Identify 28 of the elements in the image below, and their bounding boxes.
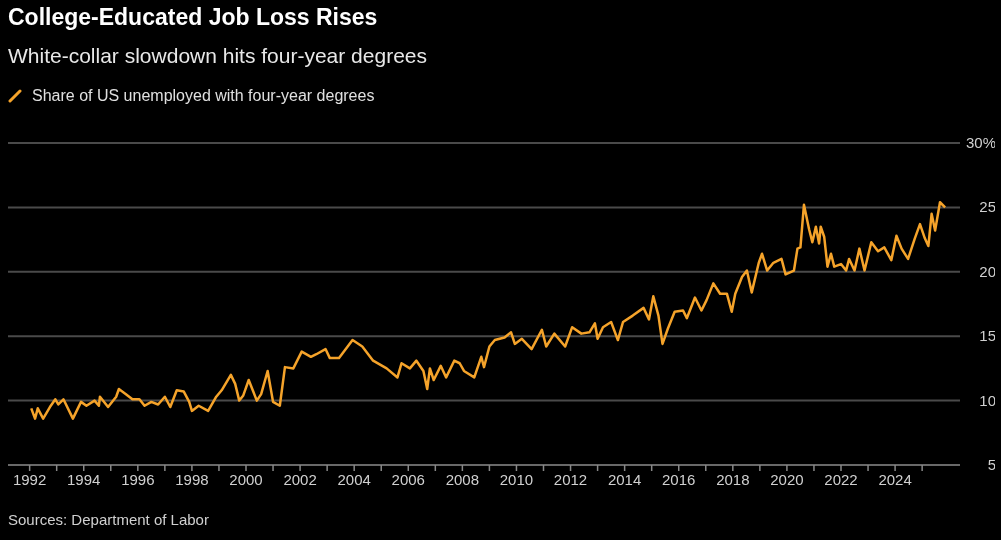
y-tick-label: 30% [965, 134, 996, 151]
x-tick-label: 1994 [67, 471, 101, 488]
x-tick-label: 2002 [283, 471, 317, 488]
x-tick-label: 1996 [121, 471, 155, 488]
line-series [30, 201, 947, 420]
legend-label: Share of US unemployed with four-year degrees [32, 87, 375, 105]
chart-subtitle: White-collar slowdown hits four-year degrees [8, 44, 428, 67]
y-tick-label: 15 [979, 327, 996, 345]
y-tick-label: 25 [979, 198, 996, 216]
y-tick-label: 10 [979, 391, 996, 409]
x-tick-label: 1998 [175, 471, 209, 488]
x-tick-label: 2010 [499, 471, 534, 488]
x-tick-label: 2000 [229, 471, 263, 488]
x-tick-label: 2008 [445, 471, 480, 488]
chart-title: College-Educated Job Loss Rises [8, 4, 378, 30]
y-tick-label: 5 [987, 456, 996, 473]
x-tick-label: 2004 [337, 471, 371, 488]
y-tick-label: 20 [979, 262, 996, 280]
x-tick-label: 2018 [716, 471, 750, 488]
x-tick-label: 2006 [391, 471, 425, 488]
x-tick-label: 2014 [607, 471, 642, 488]
x-tick-label: 2020 [770, 471, 804, 488]
x-tick-label: 2022 [824, 471, 858, 488]
x-tick-label: 2016 [662, 471, 696, 488]
x-tick-label: 2012 [553, 471, 588, 488]
x-tick-label: 1992 [12, 471, 47, 488]
source-note: Sources: Department of Labor [8, 511, 209, 528]
x-tick-label: 2024 [878, 471, 912, 488]
